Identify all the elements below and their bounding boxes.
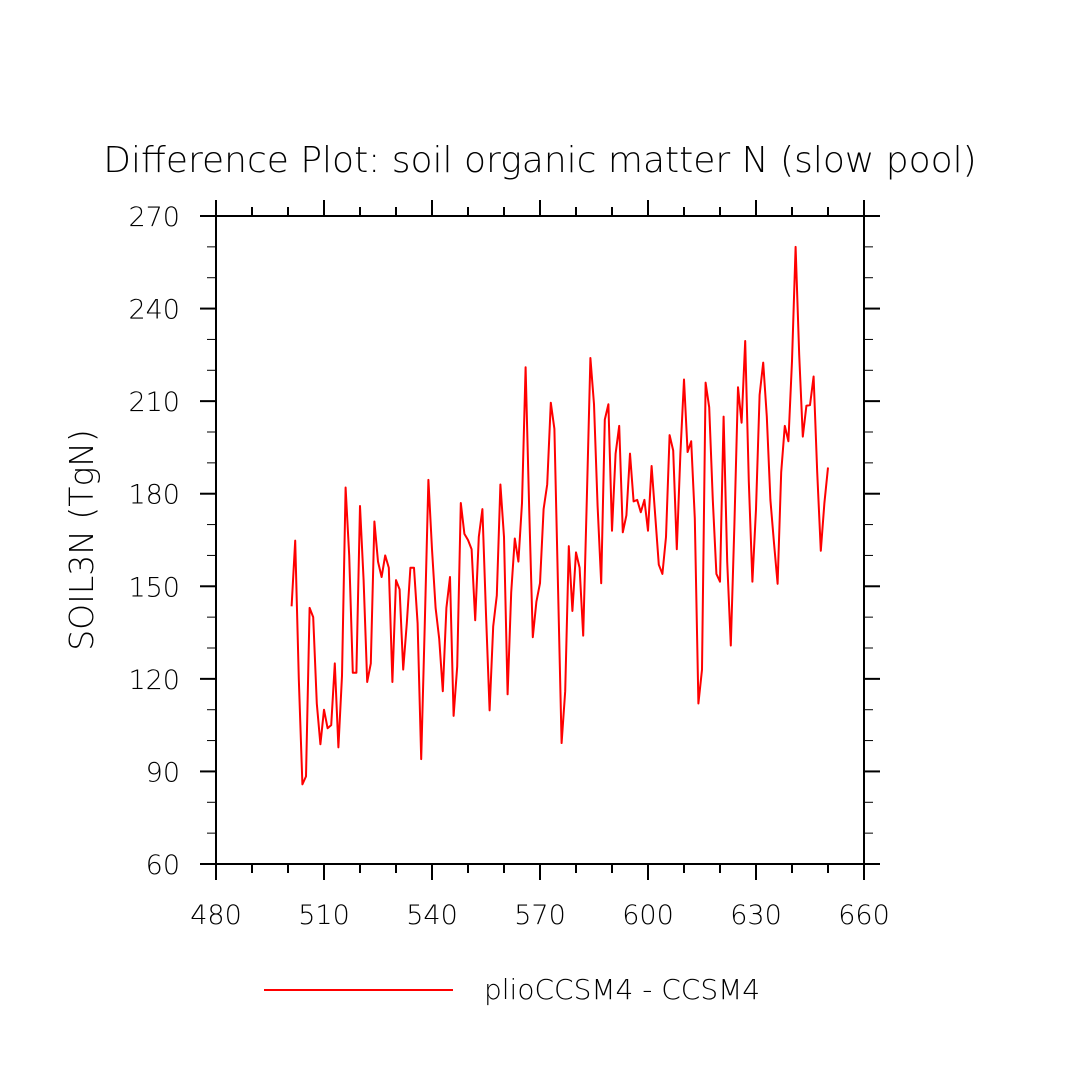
legend: plioCCSM4 - CCSM4 xyxy=(264,973,760,1006)
y-tick-label: 150 xyxy=(128,572,180,603)
y-axis-label: SOIL3N (TgN) xyxy=(62,429,101,651)
y-tick-label: 240 xyxy=(128,295,180,326)
legend-label: plioCCSM4 - CCSM4 xyxy=(484,973,760,1006)
y-tick-label: 60 xyxy=(146,850,180,881)
x-tick-label: 510 xyxy=(298,900,350,931)
series-line-0 xyxy=(290,245,829,786)
x-axis-tick-labels: 480 510 540 570 600 630 660 xyxy=(190,900,890,931)
y-axis-ticks xyxy=(200,215,880,865)
x-tick-label: 630 xyxy=(730,900,782,931)
chart-title: Difference Plot: soil organic matter N (… xyxy=(103,140,976,181)
y-tick-label: 210 xyxy=(128,387,180,418)
y-tick-label: 90 xyxy=(146,757,180,788)
y-tick-label: 180 xyxy=(128,480,180,511)
x-tick-label: 570 xyxy=(514,900,566,931)
x-tick-label: 540 xyxy=(406,900,458,931)
series-layer xyxy=(290,245,829,786)
x-tick-label: 480 xyxy=(190,900,242,931)
x-axis-ticks xyxy=(215,200,865,880)
y-tick-label: 120 xyxy=(128,665,180,696)
y-tick-label: 270 xyxy=(128,202,180,233)
x-tick-label: 600 xyxy=(622,900,674,931)
x-tick-label: 660 xyxy=(838,900,890,931)
y-axis-tick-labels: 60 90 120 150 180 210 240 270 xyxy=(128,202,180,881)
